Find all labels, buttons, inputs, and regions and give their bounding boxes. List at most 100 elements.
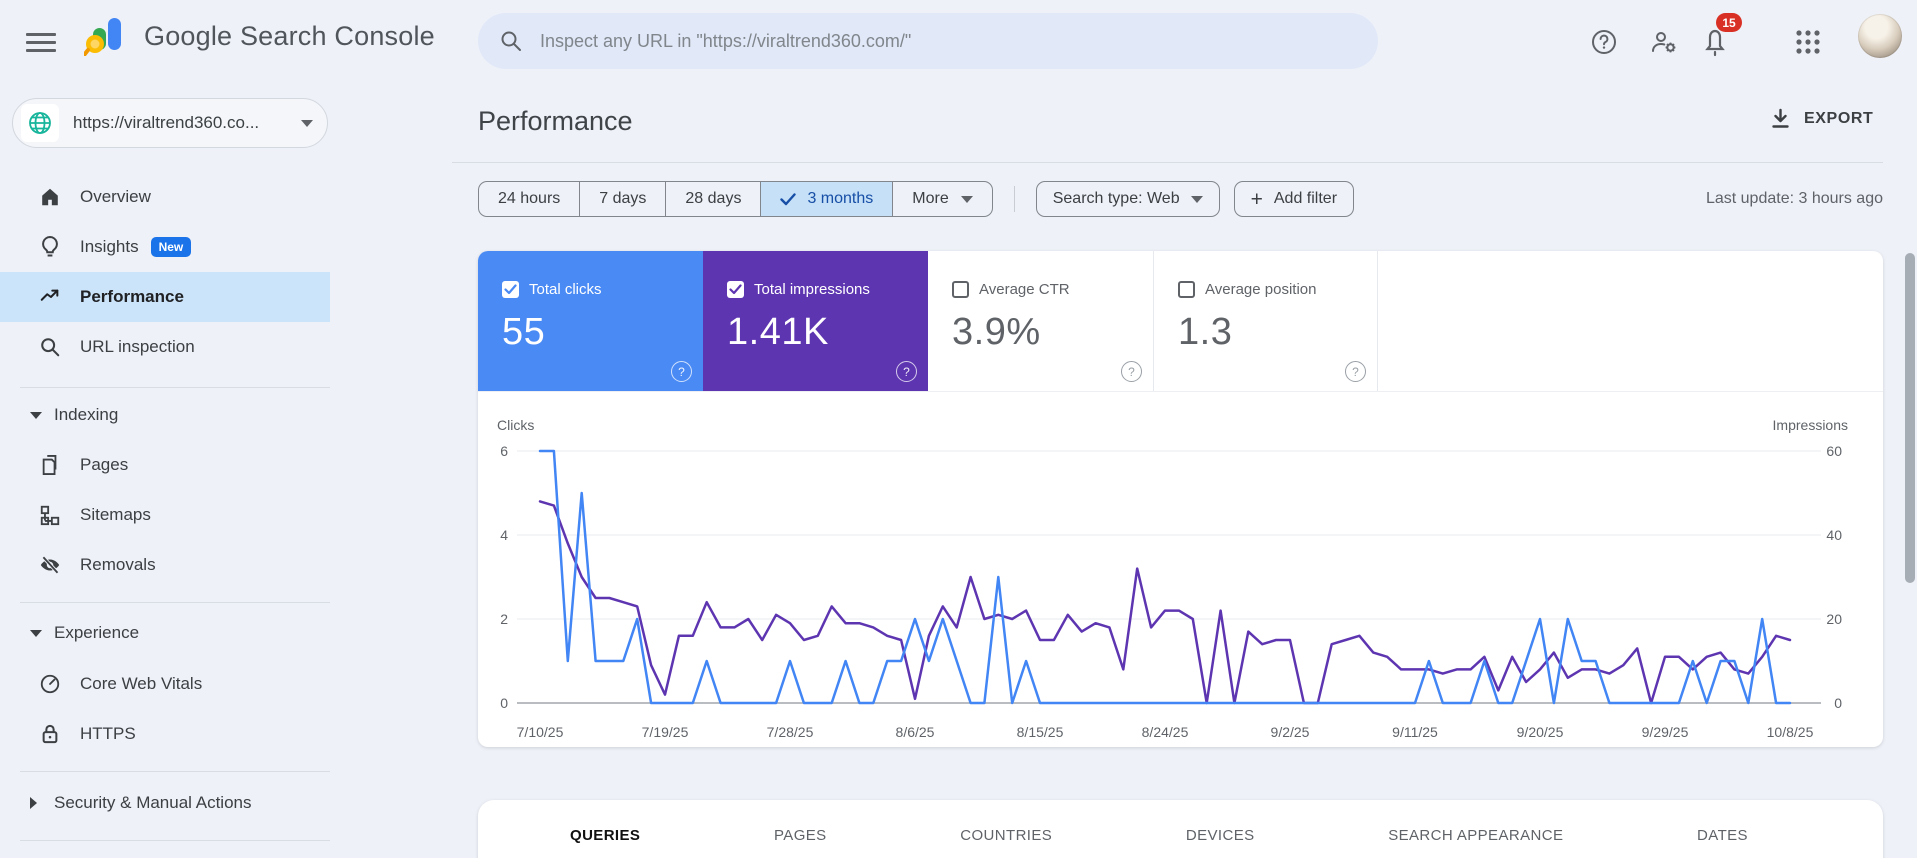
- gauge-icon: [38, 673, 62, 695]
- sidebar-item-core-web-vitals[interactable]: Core Web Vitals: [0, 659, 330, 709]
- search-type-dropdown[interactable]: Search type: Web: [1035, 181, 1220, 217]
- sidebar-section-security[interactable]: Security & Manual Actions: [0, 783, 330, 823]
- user-avatar[interactable]: [1858, 14, 1902, 58]
- filter-toolbar: 24 hours 7 days 28 days 3 months More: [478, 181, 1883, 217]
- metric-cards-row: Total clicks 55 ? Total impressions 1.41…: [478, 251, 1883, 392]
- pages-icon: [38, 454, 62, 476]
- chart-y-left-tick: 2: [500, 611, 508, 627]
- property-selector[interactable]: https://viraltrend360.co...: [12, 98, 328, 148]
- tab-pages[interactable]: PAGES: [774, 826, 827, 844]
- help-circle-icon[interactable]: ?: [671, 361, 692, 382]
- header-divider: [452, 162, 1883, 163]
- chart-x-tick: 9/11/25: [1392, 724, 1438, 740]
- google-apps-grid-icon[interactable]: [1786, 20, 1830, 64]
- chart-y-right-tick: 60: [1826, 443, 1842, 459]
- chart-x-tick: 8/15/25: [1017, 724, 1064, 740]
- search-console-logo-icon: [84, 16, 128, 56]
- tab-devices[interactable]: DEVICES: [1185, 826, 1255, 844]
- checkbox-unchecked-icon[interactable]: [1178, 281, 1195, 298]
- plus-icon: +: [1250, 187, 1263, 211]
- performance-line-chart: 0 2 4 6 Clicks 0 20 40 60 Impressions 7/10/25 7/19/…: [478, 392, 1883, 747]
- chart-y-right-tick: 0: [1834, 695, 1842, 711]
- checkbox-unchecked-icon[interactable]: [952, 281, 969, 298]
- metric-label: Average position: [1205, 281, 1317, 298]
- section-label: Experience: [54, 623, 140, 642]
- sitemap-icon: [38, 504, 62, 526]
- sidebar-item-pages[interactable]: Pages: [0, 440, 330, 490]
- average-ctr-card[interactable]: Average CTR 3.9% ?: [928, 251, 1153, 391]
- chart-series-impressions: [538, 500, 1792, 705]
- tab-countries[interactable]: COUNTRIES: [960, 826, 1053, 844]
- section-label: Security & Manual Actions: [54, 793, 252, 812]
- tab-queries[interactable]: QUERIES: [570, 826, 641, 844]
- lightbulb-icon: [38, 235, 62, 259]
- url-inspect-input[interactable]: [538, 29, 1356, 53]
- chevron-down-icon: [960, 195, 973, 203]
- range-28-days[interactable]: 28 days: [665, 182, 760, 216]
- search-type-label: Search type: Web: [1052, 190, 1180, 207]
- chevron-down-icon: [30, 629, 44, 637]
- range-3-months-selected[interactable]: 3 months: [760, 182, 893, 216]
- chart-x-tick: 8/6/25: [896, 724, 935, 740]
- help-circle-icon[interactable]: ?: [1121, 361, 1142, 382]
- sidebar-item-label: URL inspection: [80, 337, 195, 356]
- chevron-down-icon: [301, 119, 313, 127]
- chart-x-tick: 7/28/25: [767, 724, 814, 740]
- trending-up-icon: [38, 286, 62, 308]
- page-title: Performance: [478, 106, 633, 136]
- total-clicks-card[interactable]: Total clicks 55 ?: [478, 251, 703, 391]
- range-label: 24 hours: [498, 190, 561, 207]
- url-inspect-searchbar[interactable]: [478, 13, 1378, 69]
- sidebar-divider: [20, 840, 330, 841]
- export-button[interactable]: EXPORT: [1770, 108, 1873, 129]
- vertical-scrollbar-thumb[interactable]: [1905, 253, 1915, 583]
- sidebar-item-label: Insights: [80, 237, 139, 256]
- chart-x-tick: 7/19/25: [642, 724, 689, 740]
- range-label: 7 days: [599, 190, 647, 207]
- user-settings-icon[interactable]: [1642, 20, 1686, 64]
- sidebar-item-insights[interactable]: Insights New: [0, 222, 330, 272]
- help-circle-icon[interactable]: ?: [1345, 361, 1366, 382]
- add-filter-button[interactable]: + Add filter: [1233, 181, 1355, 217]
- sidebar-section-indexing[interactable]: Indexing: [0, 395, 330, 435]
- chart-y-right-title: Impressions: [1773, 417, 1848, 433]
- search-icon: [500, 30, 522, 52]
- chevron-down-icon: [1190, 195, 1203, 203]
- tab-search-appearance[interactable]: SEARCH APPEARANCE: [1388, 826, 1564, 844]
- range-7-days[interactable]: 7 days: [579, 182, 665, 216]
- range-24-hours[interactable]: 24 hours: [479, 182, 579, 216]
- sidebar-item-removals[interactable]: Removals: [0, 540, 330, 590]
- checkbox-checked-icon[interactable]: [502, 281, 519, 298]
- lock-icon: [38, 723, 62, 745]
- sidebar-item-label: Core Web Vitals: [80, 674, 203, 693]
- sidebar-item-overview[interactable]: Overview: [0, 172, 330, 222]
- chart-x-tick: 9/2/25: [1271, 724, 1310, 740]
- date-range-control: 24 hours 7 days 28 days 3 months More: [478, 181, 993, 217]
- sidebar-item-performance[interactable]: Performance: [0, 272, 330, 322]
- chart-x-tick: 8/24/25: [1142, 724, 1189, 740]
- home-icon: [38, 186, 62, 208]
- sidebar-item-url-inspection[interactable]: URL inspection: [0, 322, 330, 372]
- help-circle-icon[interactable]: ?: [896, 361, 917, 382]
- sidebar-item-https[interactable]: HTTPS: [0, 709, 330, 759]
- range-more-dropdown[interactable]: More: [892, 182, 991, 216]
- sidebar-item-label: HTTPS: [80, 724, 136, 743]
- help-icon[interactable]: [1582, 20, 1626, 64]
- sidebar-item-sitemaps[interactable]: Sitemaps: [0, 490, 330, 540]
- tab-dates[interactable]: DATES: [1697, 826, 1748, 844]
- hamburger-menu-icon[interactable]: [26, 28, 56, 54]
- sidebar-item-label: Overview: [80, 187, 151, 206]
- sidebar-divider: [20, 771, 330, 772]
- property-url-label: https://viraltrend360.co...: [73, 113, 260, 132]
- eye-off-icon: [38, 554, 62, 576]
- notifications-bell-icon[interactable]: 15: [1700, 13, 1744, 64]
- average-position-card[interactable]: Average position 1.3 ?: [1153, 251, 1378, 391]
- chart-series-clicks: [538, 449, 1792, 705]
- app-header: Google Search Console: [0, 0, 1917, 84]
- checkbox-checked-icon[interactable]: [727, 281, 744, 298]
- total-impressions-card[interactable]: Total impressions 1.41K ?: [703, 251, 928, 391]
- app-logo[interactable]: Google Search Console: [84, 16, 435, 56]
- sidebar-section-experience[interactable]: Experience: [0, 613, 330, 653]
- sidebar-item-label: Removals: [80, 555, 156, 574]
